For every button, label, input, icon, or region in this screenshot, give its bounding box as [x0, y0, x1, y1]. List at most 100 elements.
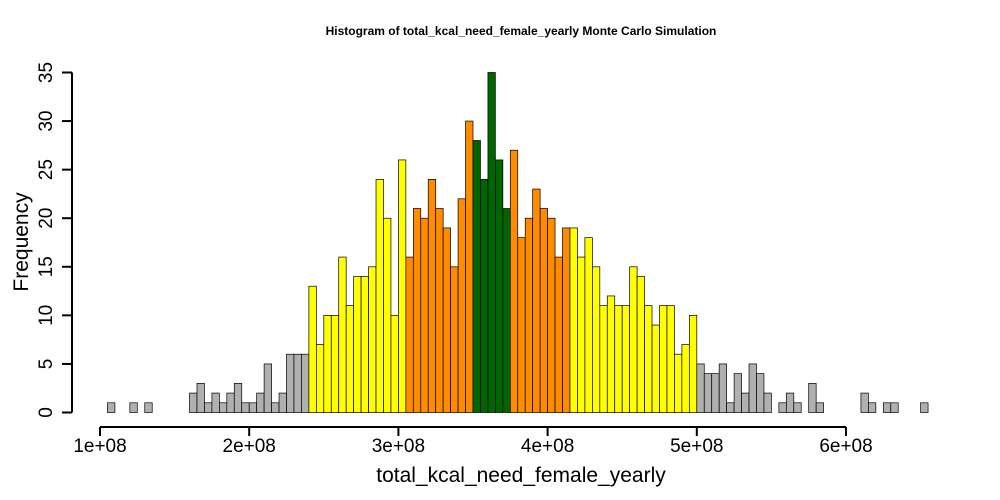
histogram-bar — [435, 208, 444, 413]
histogram-bar — [577, 256, 586, 413]
histogram-bar — [301, 353, 310, 413]
bars-group — [107, 72, 929, 413]
histogram-bar — [405, 256, 414, 413]
y-tick-label: 5 — [36, 359, 57, 370]
histogram-bar — [703, 373, 713, 413]
x-axis-label: total_kcal_need_female_yearly — [376, 464, 666, 487]
histogram-bar — [651, 324, 660, 413]
histogram-bar — [562, 227, 571, 413]
histogram-bar — [614, 305, 623, 413]
histogram-bar — [248, 402, 258, 413]
histogram-bar — [487, 72, 496, 413]
histogram-bar — [711, 373, 720, 413]
histogram-bar — [868, 402, 877, 413]
histogram-bar — [465, 120, 474, 413]
histogram-bar — [278, 392, 287, 413]
histogram-bar — [718, 363, 727, 413]
histogram-bar — [323, 315, 332, 413]
histogram-bar — [204, 402, 213, 413]
histogram-bar — [629, 266, 638, 413]
x-tick-label: 6e+08 — [819, 436, 872, 457]
histogram-bar — [532, 188, 541, 413]
histogram-bar — [621, 305, 631, 413]
histogram-bar — [315, 344, 325, 413]
histogram-bar — [636, 276, 645, 413]
histogram-bar — [778, 402, 787, 413]
histogram-bar — [539, 208, 548, 413]
histogram-bar — [495, 159, 504, 413]
histogram-bar — [920, 402, 929, 413]
histogram-bar — [420, 217, 429, 413]
histogram-bar — [442, 227, 451, 413]
histogram-bar — [554, 256, 563, 413]
histogram-bar — [286, 353, 295, 413]
histogram-bar — [666, 305, 675, 413]
x-tick-label: 3e+08 — [372, 436, 425, 457]
histogram-bar — [107, 402, 116, 413]
histogram-bar — [502, 208, 511, 413]
histogram-bar — [233, 383, 243, 413]
histogram-bar — [271, 402, 280, 413]
y-tick-label: 35 — [36, 62, 57, 83]
histogram-bar — [398, 159, 407, 413]
histogram-bar — [353, 276, 362, 413]
histogram-bar — [330, 315, 340, 413]
histogram-bar — [390, 315, 399, 413]
histogram-bar — [412, 208, 422, 413]
x-tick-label: 4e+08 — [521, 436, 574, 457]
histogram-bar — [450, 266, 459, 413]
histogram-bar — [509, 149, 519, 413]
histogram-bar — [345, 305, 354, 413]
histogram-bar — [696, 363, 705, 413]
histogram-bar — [763, 392, 772, 413]
histogram-bar — [189, 392, 198, 413]
histogram-bar — [241, 402, 250, 413]
histogram-bar — [860, 392, 869, 413]
histogram-bar — [659, 305, 668, 413]
histogram-bar — [741, 392, 750, 413]
chart-title: Histogram of total_kcal_need_female_year… — [326, 24, 717, 38]
histogram-bar — [569, 227, 578, 413]
histogram-bar — [480, 179, 489, 413]
histogram-bar — [681, 344, 690, 413]
histogram-bar — [524, 217, 534, 413]
y-tick-label: 15 — [36, 256, 57, 277]
y-tick-label: 30 — [36, 111, 57, 132]
histogram-bar — [517, 237, 526, 413]
histogram-bar — [219, 402, 228, 413]
histogram-bar — [748, 363, 757, 413]
histogram-bar — [785, 392, 795, 413]
histogram-bar — [547, 217, 556, 413]
y-tick-label: 20 — [36, 208, 57, 229]
histogram-bar — [606, 295, 616, 413]
histogram-bar — [688, 315, 698, 413]
histogram-bar — [144, 402, 153, 413]
y-tick-label: 10 — [36, 305, 57, 326]
histogram-bar — [375, 179, 384, 413]
histogram-bar — [674, 353, 683, 413]
histogram-bar — [592, 266, 601, 413]
histogram-bar — [293, 353, 302, 413]
histogram-bar — [211, 392, 220, 413]
histogram-bar — [733, 373, 742, 413]
x-tick-label: 1e+08 — [73, 436, 126, 457]
histogram-bar — [368, 266, 377, 413]
y-tick-label: 25 — [36, 159, 57, 180]
histogram-bar — [308, 285, 317, 413]
histogram-bar — [882, 402, 892, 413]
histogram-bar — [129, 402, 138, 413]
histogram-bar — [427, 179, 437, 413]
x-tick-label: 5e+08 — [670, 436, 723, 457]
histogram-bar — [793, 402, 802, 413]
histogram-bar — [808, 383, 817, 413]
histogram-bar — [472, 140, 481, 413]
histogram-bar — [256, 392, 265, 413]
histogram-bar — [360, 276, 369, 413]
histogram-bar — [226, 392, 235, 413]
histogram-bar — [815, 402, 824, 413]
y-tick-label: 0 — [36, 407, 57, 418]
histogram-bar — [584, 237, 593, 413]
histogram-bar — [644, 305, 653, 413]
histogram-bar — [890, 402, 899, 413]
